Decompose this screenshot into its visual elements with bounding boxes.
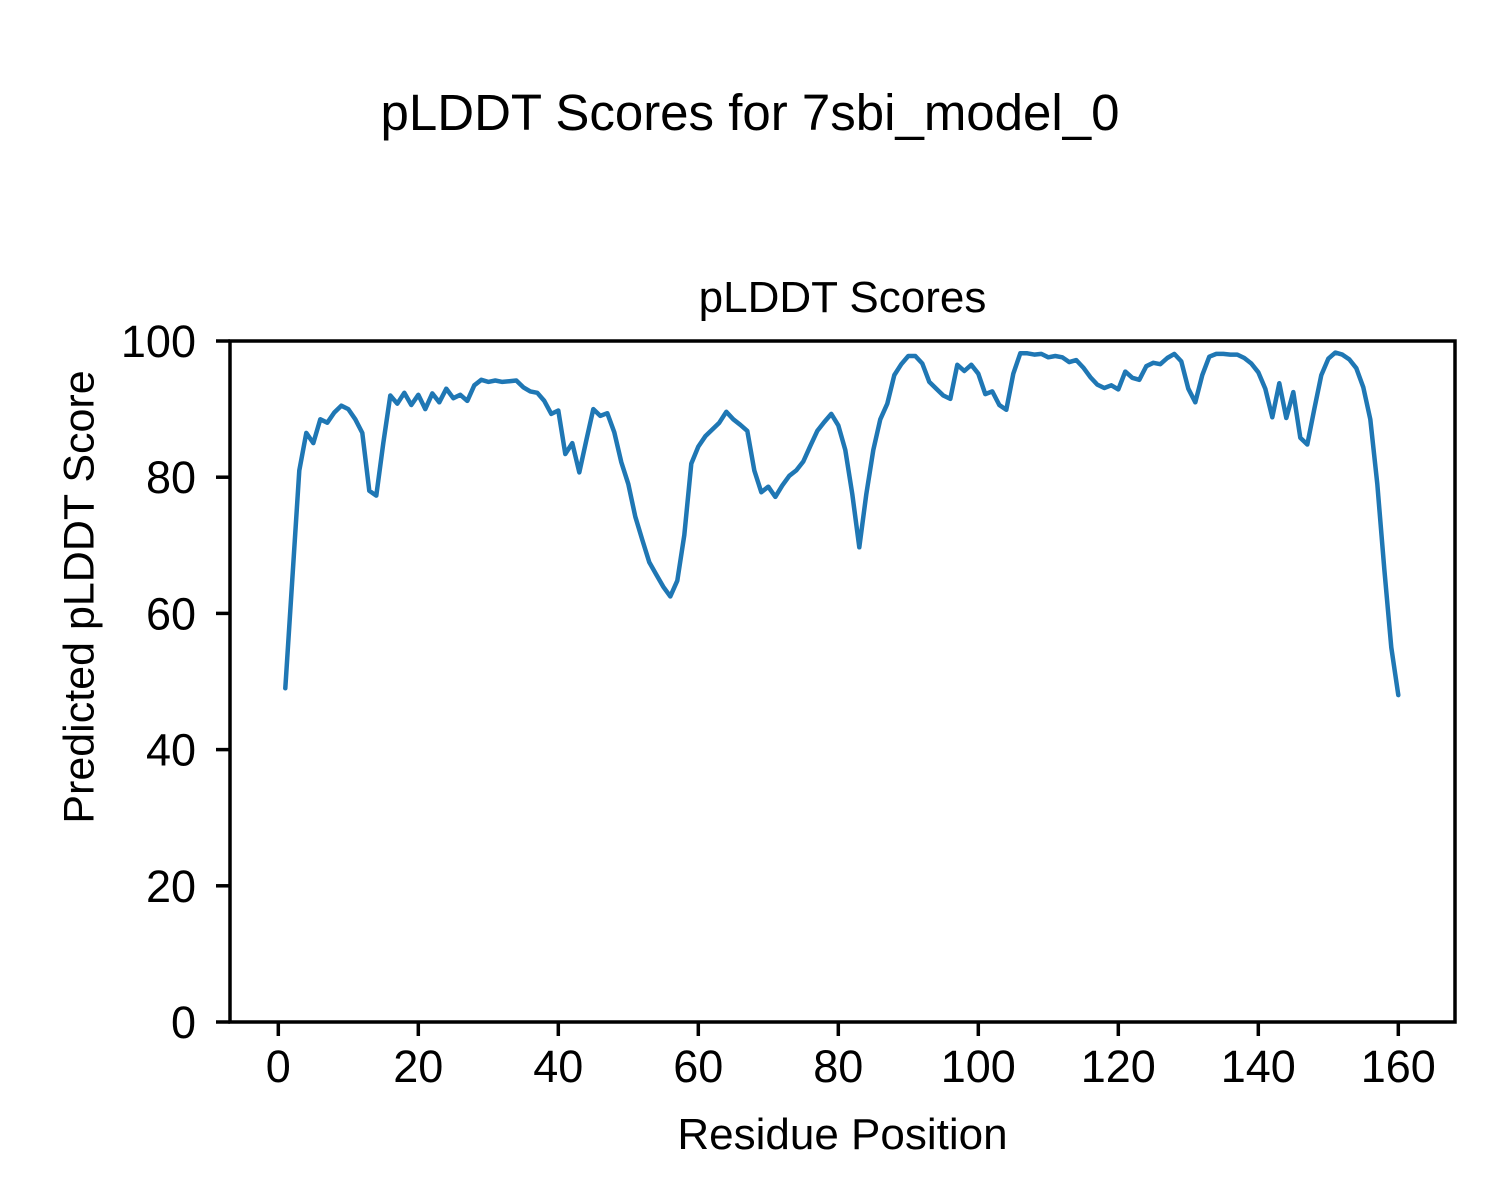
y-tick-label: 100 bbox=[121, 316, 196, 367]
plddt-line-series bbox=[283, 350, 1401, 698]
x-axis-label: Residue Position bbox=[677, 1110, 1008, 1159]
x-tick-label: 80 bbox=[813, 1041, 863, 1092]
figure-suptitle: pLDDT Scores for 7sbi_model_0 bbox=[380, 84, 1120, 141]
x-tick-label: 140 bbox=[1221, 1041, 1296, 1092]
x-tick-label: 60 bbox=[673, 1041, 723, 1092]
axes-title: pLDDT Scores bbox=[698, 273, 987, 322]
y-tick-label: 0 bbox=[171, 997, 196, 1048]
y-tick-label: 80 bbox=[146, 452, 196, 503]
y-tick-label: 60 bbox=[146, 588, 196, 639]
y-tick-label: 40 bbox=[146, 725, 196, 776]
x-tick-label: 100 bbox=[941, 1041, 1016, 1092]
x-tick-label: 0 bbox=[266, 1041, 291, 1092]
plot-area bbox=[230, 341, 1455, 1022]
y-tick-label: 20 bbox=[146, 861, 196, 912]
x-tick-label: 160 bbox=[1361, 1041, 1436, 1092]
x-tick-label: 40 bbox=[533, 1041, 583, 1092]
plot-border bbox=[228, 339, 1457, 1024]
x-tick-label: 120 bbox=[1081, 1041, 1156, 1092]
x-tick-label: 20 bbox=[393, 1041, 443, 1092]
